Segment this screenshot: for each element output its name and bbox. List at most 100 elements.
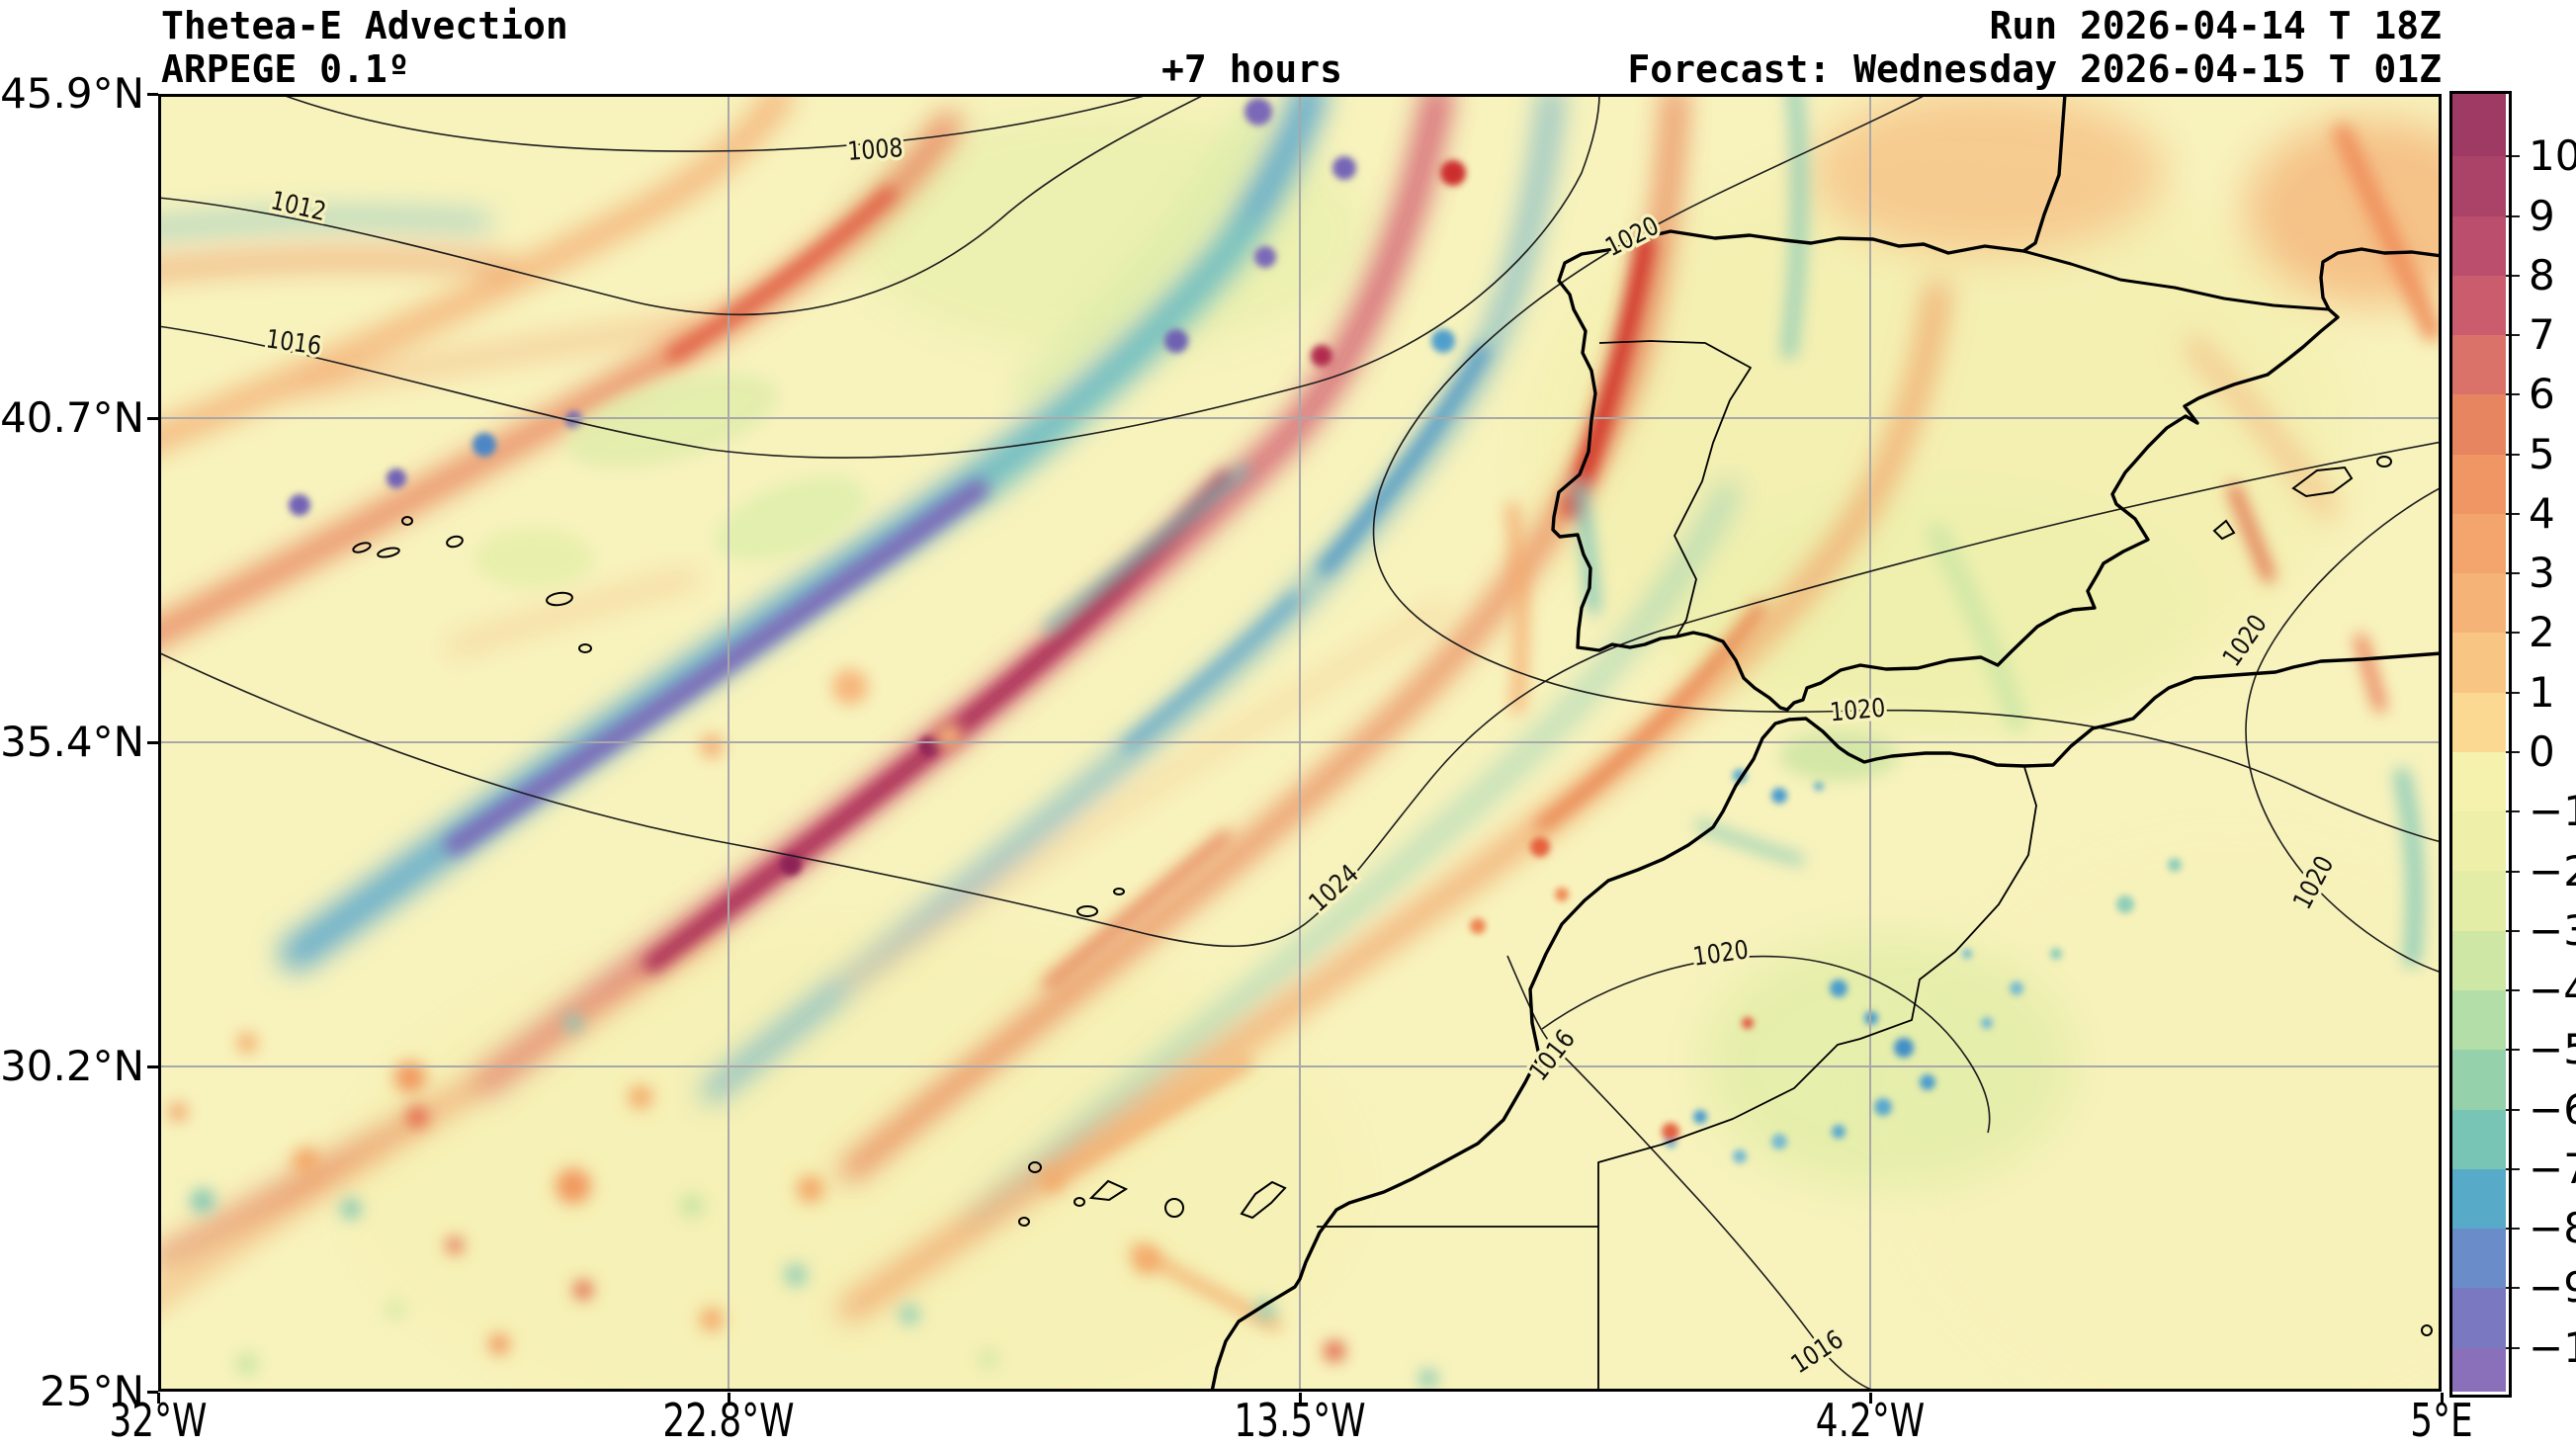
porto-santo-island	[1113, 888, 1125, 895]
small-island	[2421, 1324, 2433, 1336]
pyrenees-border	[2022, 249, 2330, 311]
canary-island	[1018, 1217, 1030, 1227]
colorbar-tick-label: 2	[2529, 608, 2555, 657]
mottled-patches	[169, 373, 1898, 1388]
colorbar-segment	[2452, 1347, 2506, 1392]
colorbar-tick-label: −3	[2529, 905, 2576, 955]
colorbar-segment	[2452, 1288, 2506, 1348]
azores-island	[446, 535, 464, 549]
colorbar-tick-label: −7	[2529, 1144, 2576, 1193]
canary-island	[1073, 1197, 1085, 1207]
plot-frame	[158, 94, 2442, 1392]
colorbar-segment	[2452, 513, 2506, 574]
colorbar-segment	[2452, 811, 2506, 872]
colorbar-tick-label: −9	[2529, 1263, 2576, 1313]
coastline-layer	[1210, 94, 2442, 1392]
lat-tick-label: 30.2°N	[0, 1042, 144, 1090]
lon-tick-label: 22.8°W	[662, 1394, 795, 1447]
morocco-algeria-border	[1597, 766, 2037, 1392]
colorbar-segment	[2452, 930, 2506, 991]
canary-island	[1028, 1161, 1042, 1173]
lat-tick-label: 45.9°N	[0, 69, 144, 118]
colorbar-tick-label: 7	[2529, 310, 2555, 360]
ibiza-island	[2212, 519, 2236, 541]
isobar-contours	[158, 94, 2442, 1392]
azores-island	[377, 547, 400, 558]
colorbar-segment	[2452, 1168, 2506, 1230]
colorbar-tick-label: −2	[2529, 846, 2576, 895]
madeira-island	[1076, 905, 1098, 917]
colorbar-tick-label: 3	[2529, 549, 2555, 598]
colorbar-tick-label: 1	[2529, 667, 2555, 717]
portugal-spain-border	[1598, 340, 1752, 638]
lat-tick-mark	[147, 92, 158, 96]
colorbar-segment	[2452, 692, 2506, 752]
lon-tick-mark	[727, 1393, 730, 1404]
azores-island	[401, 516, 413, 526]
canary-island	[1088, 1179, 1129, 1202]
colorbar-tick-label: −1	[2529, 787, 2576, 836]
colorbar-segment	[2452, 1050, 2506, 1110]
colorbar	[2452, 94, 2506, 1392]
iberia-france-coastline	[1551, 94, 2442, 712]
colorbar-segment	[2452, 394, 2506, 455]
lon-tick-mark	[156, 1393, 160, 1404]
colorbar-tick-label: 4	[2529, 488, 2555, 538]
colorbar-tick-label: −4	[2529, 966, 2576, 1015]
forecast-valid-label: Forecast: Wednesday 2026-04-15 T 01Z	[1627, 47, 2442, 91]
colorbar-tick-label: 0	[2529, 727, 2555, 776]
lat-tick-label: 25°N	[40, 1367, 144, 1415]
azores-island	[546, 591, 573, 607]
advection-map: 1008 1012 1016 1020 1020 1024 1020 1016 …	[158, 94, 2442, 1392]
canary-island	[1164, 1198, 1184, 1218]
colorbar-tick-label: 8	[2529, 250, 2555, 299]
model-label: ARPEGE 0.1º	[161, 47, 410, 91]
colorbar-segment	[2452, 573, 2506, 634]
lon-tick-label: 4.2°W	[1815, 1394, 1926, 1447]
isobar-label: 1008	[846, 132, 903, 166]
lat-tick-label: 40.7°N	[0, 393, 144, 442]
lon-tick-label: 13.5°W	[1234, 1394, 1366, 1447]
colorbar-segment	[2452, 335, 2506, 395]
field-speckles	[289, 98, 2182, 1163]
colorbar-segment	[2452, 215, 2506, 276]
colorbar-segment	[2452, 1229, 2506, 1289]
africa-coastline	[1210, 651, 2442, 1392]
run-label: Run 2026-04-14 T 18Z	[1989, 4, 2442, 47]
azores-island	[352, 542, 372, 553]
lon-tick-mark	[1298, 1393, 1302, 1404]
colorbar-segment	[2452, 633, 2506, 693]
lat-tick-mark	[147, 1390, 158, 1394]
lat-tick-mark	[147, 1064, 158, 1068]
colorbar-segment	[2452, 275, 2506, 336]
graticule-gridlines	[158, 94, 2442, 1392]
colorbar-segment	[2452, 751, 2506, 812]
colorbar-tick-label: −8	[2529, 1204, 2576, 1253]
lon-tick-label: 32°W	[109, 1394, 208, 1447]
colorbar-tick-label: 5	[2529, 429, 2555, 478]
colorbar-tick-label: 10	[2529, 131, 2576, 181]
lon-tick-mark	[2440, 1393, 2444, 1404]
colorbar-segment	[2452, 871, 2506, 931]
lat-tick-mark	[147, 416, 158, 420]
colorbar-tick-label: −6	[2529, 1084, 2576, 1134]
colorbar-tick-label: −5	[2529, 1025, 2576, 1074]
azores-island	[578, 643, 592, 653]
lon-tick-mark	[1868, 1393, 1872, 1404]
lat-tick-label: 35.4°N	[0, 718, 144, 766]
map-plot-area: 1008 1012 1016 1020 1020 1024 1020 1016 …	[158, 94, 2442, 1392]
colorbar-segment	[2452, 454, 2506, 514]
canary-island	[1240, 1180, 1287, 1220]
colorbar-tick-label: 9	[2529, 191, 2555, 240]
colorbar-segment	[2452, 990, 2506, 1051]
colorbar-segment	[2452, 1109, 2506, 1169]
colorbar-tick-label: −10	[2529, 1322, 2576, 1372]
field-tints	[336, 94, 2442, 1392]
lead-time-label: +7 hours	[1161, 47, 1343, 91]
product-title: Thetea-E Advection	[161, 4, 568, 47]
colorbar-tick-label: 6	[2529, 370, 2555, 419]
menorca-island	[2376, 456, 2392, 468]
mallorca-island	[2291, 466, 2354, 498]
colorbar-segment	[2452, 94, 2506, 157]
